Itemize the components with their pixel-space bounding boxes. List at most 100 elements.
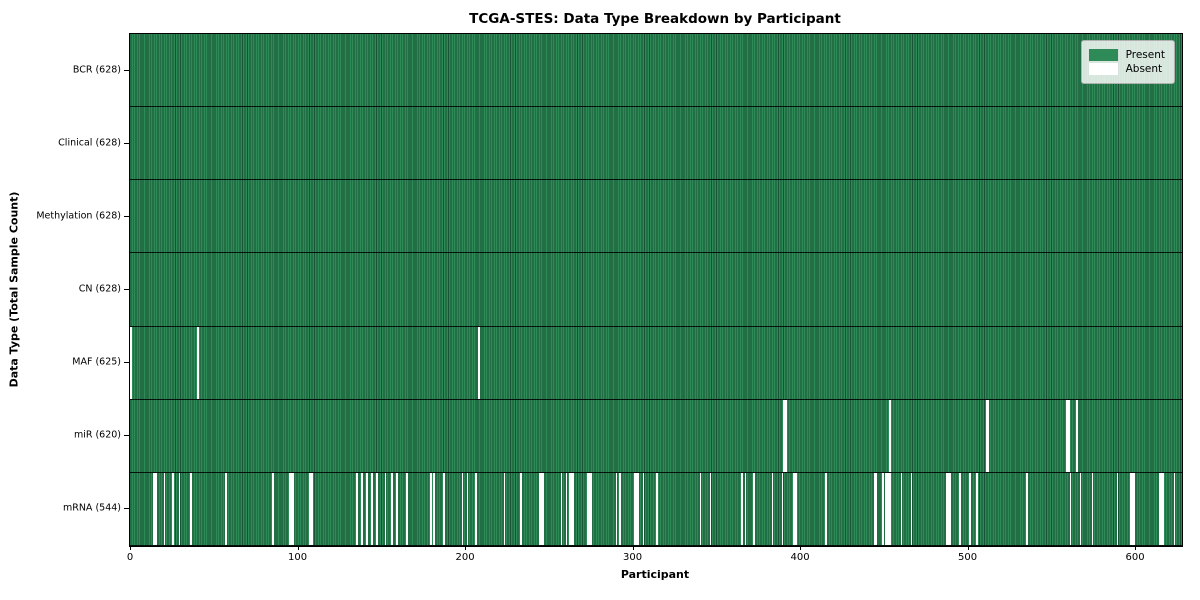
y-tick-mark	[124, 508, 129, 510]
x-tick-mark	[1135, 546, 1137, 550]
absent-marker	[560, 472, 563, 545]
plot-area: Present Absent	[129, 33, 1183, 547]
y-tick-label-Methylation: Methylation (628)	[36, 210, 121, 222]
absent-marker	[825, 472, 827, 545]
absent-marker	[784, 399, 787, 472]
y-tick-mark	[124, 142, 129, 144]
chart-title: TCGA-STES: Data Type Breakdown by Partic…	[469, 11, 841, 27]
absent-marker	[178, 472, 181, 545]
absent-marker	[1069, 472, 1072, 545]
absent-marker	[986, 399, 988, 472]
absent-marker	[538, 472, 541, 545]
legend-entry-absent: Absent	[1088, 63, 1165, 75]
absent-marker	[163, 472, 166, 545]
absent-marker	[656, 472, 658, 545]
absent-marker	[466, 472, 469, 545]
x-tick-label-0: 0	[126, 552, 134, 563]
y-tick-mark	[124, 362, 129, 364]
x-tick-mark	[800, 546, 802, 550]
absent-marker	[356, 472, 358, 545]
absent-marker	[969, 472, 971, 545]
absent-marker	[572, 472, 574, 545]
absent-marker	[391, 472, 393, 545]
x-tick-label-300: 300	[623, 552, 643, 563]
legend-absent-label: Absent	[1125, 63, 1163, 75]
x-tick-mark	[632, 546, 634, 550]
absent-marker	[292, 472, 295, 545]
absent-marker	[744, 472, 747, 545]
absent-marker	[190, 472, 192, 545]
y-tick-mark	[124, 435, 129, 437]
legend-present-swatch	[1088, 49, 1118, 61]
absent-marker	[309, 472, 311, 545]
absent-marker	[910, 472, 913, 545]
absent-marker	[429, 472, 432, 545]
absent-marker	[155, 472, 157, 545]
y-tick-label-miR: miR (620)	[73, 429, 121, 441]
absent-marker	[272, 472, 275, 545]
absent-marker	[1079, 472, 1082, 545]
absent-marker	[947, 472, 950, 545]
absent-marker	[1066, 399, 1069, 472]
absent-marker	[783, 399, 785, 472]
absent-marker	[615, 472, 618, 545]
x-tick-label-600: 600	[1125, 552, 1145, 563]
absent-marker	[635, 472, 638, 545]
absent-marker	[945, 472, 948, 545]
absent-marker	[987, 399, 990, 472]
absent-marker	[461, 472, 464, 545]
absent-marker	[975, 472, 978, 545]
absent-marker	[753, 472, 755, 545]
absent-marker	[1133, 472, 1136, 545]
y-tick-label-Clinical: Clinical (628)	[58, 137, 121, 149]
absent-marker	[1160, 472, 1162, 545]
legend-entry-present: Present	[1088, 49, 1165, 61]
matrix-row-Clinical	[130, 107, 1182, 181]
x-tick-label-100: 100	[287, 552, 308, 563]
absent-marker	[588, 472, 591, 545]
absent-marker	[1173, 472, 1176, 545]
absent-marker	[443, 472, 445, 545]
x-axis-label: Participant	[620, 568, 690, 581]
absent-marker	[709, 472, 712, 545]
absent-marker	[699, 472, 702, 545]
y-tick-mark	[124, 289, 129, 290]
absent-marker	[197, 326, 199, 399]
absent-marker	[1091, 472, 1094, 545]
y-tick-label-mRNA: mRNA (544)	[62, 502, 121, 514]
x-tick-mark	[297, 546, 299, 550]
absent-marker	[619, 472, 621, 545]
absent-marker	[887, 472, 889, 545]
matrix-row-Methylation	[130, 180, 1182, 254]
absent-marker	[310, 472, 313, 545]
absent-marker	[433, 472, 435, 545]
absent-marker	[1068, 399, 1070, 472]
absent-marker	[1161, 472, 1164, 545]
absent-marker	[882, 472, 884, 545]
absent-marker	[900, 472, 903, 545]
absent-marker	[885, 472, 888, 545]
legend: Present Absent	[1080, 40, 1175, 84]
absent-marker	[949, 472, 951, 545]
absent-marker	[361, 472, 363, 545]
matrix-row-MAF	[130, 326, 1182, 400]
absent-marker	[634, 472, 636, 545]
absent-marker	[642, 472, 645, 545]
absent-marker	[875, 472, 878, 545]
absent-marker	[771, 472, 774, 545]
absent-marker	[542, 472, 544, 545]
absent-marker	[587, 472, 589, 545]
y-tick-label-BCR: BCR (628)	[72, 64, 121, 76]
x-tick-label-200: 200	[455, 552, 475, 563]
absent-marker	[590, 472, 593, 545]
x-tick-label-400: 400	[790, 552, 810, 563]
x-tick-mark	[967, 546, 969, 550]
absent-marker	[376, 472, 378, 545]
matrix-row-BCR	[130, 34, 1182, 108]
absent-marker	[1076, 399, 1079, 472]
absent-marker	[570, 472, 573, 545]
absent-marker	[795, 472, 797, 545]
absent-marker	[478, 326, 481, 399]
x-tick-mark	[465, 546, 467, 550]
